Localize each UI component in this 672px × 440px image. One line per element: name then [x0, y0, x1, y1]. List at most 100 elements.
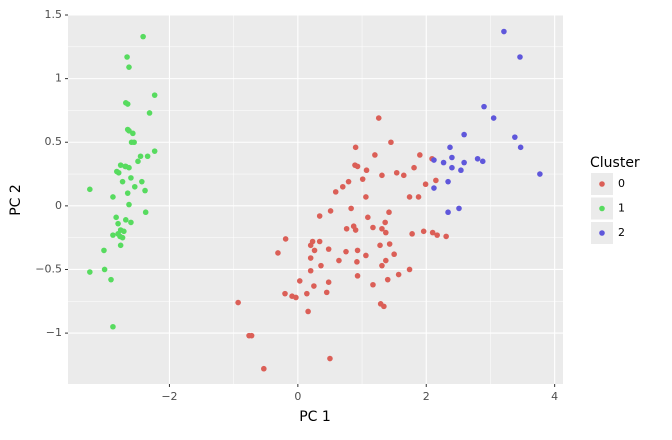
point: [113, 214, 119, 221]
point: [87, 269, 93, 275]
point: [354, 273, 361, 279]
point: [420, 228, 427, 235]
point: [372, 152, 378, 158]
point: [117, 242, 124, 249]
point: [124, 54, 130, 60]
point: [383, 257, 389, 264]
points: [87, 28, 543, 372]
point: [354, 247, 361, 254]
x-tick-label: −2: [161, 390, 177, 403]
point: [370, 281, 376, 288]
point: [440, 159, 447, 166]
point: [122, 217, 129, 223]
y-tick-label: 1: [55, 72, 62, 85]
point: [282, 290, 288, 297]
x-tick-label: 2: [423, 390, 430, 403]
point: [135, 158, 141, 165]
point: [443, 233, 449, 240]
point: [126, 164, 132, 171]
legend-title: Cluster: [590, 155, 640, 171]
point: [151, 92, 158, 98]
point: [461, 131, 467, 138]
point: [318, 262, 324, 269]
point: [395, 271, 402, 278]
point: [101, 266, 108, 273]
point: [307, 255, 314, 261]
point: [87, 186, 93, 193]
point: [115, 220, 121, 227]
point: [359, 176, 366, 182]
point: [363, 194, 369, 200]
point: [434, 232, 440, 238]
point: [377, 242, 383, 249]
point: [121, 228, 127, 235]
point: [339, 183, 346, 190]
point: [248, 332, 255, 339]
point: [449, 164, 455, 171]
point: [126, 201, 132, 208]
point: [261, 365, 267, 372]
point: [379, 172, 385, 179]
point: [316, 213, 323, 219]
point: [126, 127, 132, 134]
legend-marker: [599, 205, 605, 212]
point: [354, 163, 361, 170]
point: [327, 355, 333, 362]
point: [411, 164, 417, 171]
x-tick-label: 4: [551, 390, 558, 403]
point: [110, 323, 116, 330]
point: [128, 219, 134, 226]
legend-label: 0: [618, 177, 625, 190]
point: [406, 266, 413, 273]
point: [142, 209, 149, 216]
point: [431, 185, 437, 191]
point: [311, 283, 317, 289]
point: [327, 208, 334, 214]
point: [332, 189, 339, 195]
point: [304, 290, 310, 297]
point: [282, 236, 289, 242]
x-tick-label: 0: [294, 390, 301, 403]
point: [345, 178, 352, 185]
legend-label: 1: [618, 202, 625, 215]
point: [117, 162, 124, 168]
point: [479, 158, 486, 165]
point: [501, 28, 507, 35]
point: [383, 229, 389, 236]
point: [101, 247, 107, 254]
point: [445, 209, 451, 216]
point: [325, 279, 332, 286]
point: [433, 177, 439, 184]
point: [352, 227, 359, 233]
point: [325, 246, 332, 252]
point: [474, 155, 481, 162]
point: [512, 134, 518, 140]
point: [307, 267, 314, 274]
y-tick-label: 0: [55, 199, 62, 212]
point: [445, 178, 451, 185]
point: [146, 110, 153, 116]
point: [481, 103, 487, 110]
point: [124, 190, 131, 196]
y-tick-label: −1: [46, 326, 62, 339]
point: [144, 153, 151, 160]
point: [431, 157, 437, 163]
point: [517, 54, 523, 60]
point: [415, 194, 422, 200]
point: [131, 183, 138, 190]
point: [316, 238, 323, 245]
point: [151, 148, 158, 154]
y-tick-label: 1.5: [45, 8, 63, 21]
point: [296, 278, 303, 284]
point: [391, 251, 397, 258]
point: [115, 169, 122, 176]
point: [429, 229, 436, 236]
point: [119, 178, 126, 185]
x-axis-title: PC 1: [299, 409, 331, 425]
point: [393, 169, 400, 176]
point: [275, 250, 281, 256]
point: [456, 205, 462, 212]
point: [370, 224, 376, 231]
point: [384, 276, 391, 283]
